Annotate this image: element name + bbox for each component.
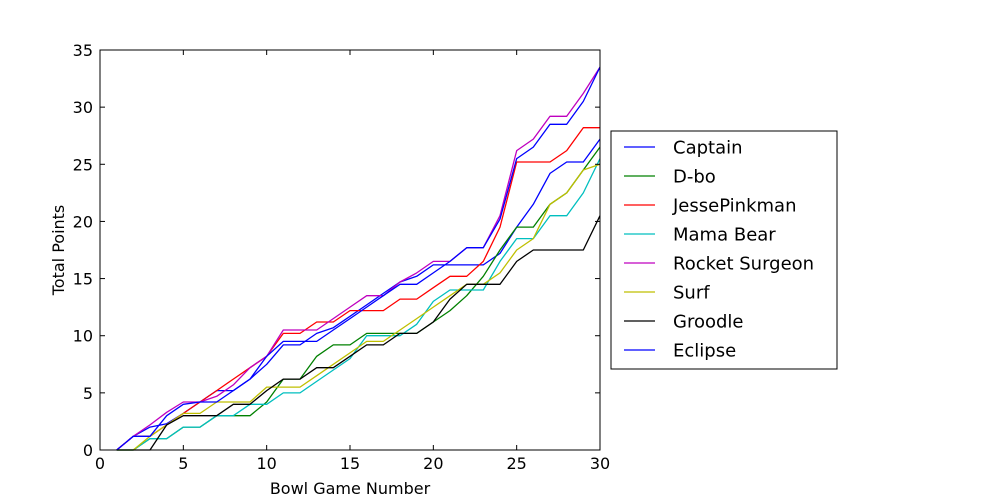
x-axis-label: Bowl Game Number <box>270 479 431 498</box>
series-line-6 <box>116 215 601 451</box>
y-axis-label: Total Points <box>49 205 68 297</box>
series-line-7 <box>116 66 601 451</box>
x-tick-label: 15 <box>340 454 360 473</box>
y-tick-label: 35 <box>73 41 93 60</box>
legend-label-6: Groodle <box>673 312 743 333</box>
series-line-1 <box>116 146 601 451</box>
x-tick-label: 25 <box>506 454 526 473</box>
series-line-3 <box>116 158 601 451</box>
x-tick-label: 10 <box>256 454 276 473</box>
y-tick-label: 15 <box>73 270 93 289</box>
legend-label-2: JessePinkman <box>672 196 796 217</box>
x-axis: 0 5 10 15 20 25 30 <box>95 50 610 473</box>
y-tick-label: 10 <box>73 327 93 346</box>
x-tick-label: 0 <box>95 454 105 473</box>
x-tick-label: 20 <box>423 454 443 473</box>
x-tick-label: 30 <box>590 454 610 473</box>
legend-label-7: Eclipse <box>673 341 736 362</box>
y-tick-label: 0 <box>83 441 93 460</box>
x-tick-label: 5 <box>178 454 188 473</box>
legend-label-4: Rocket Surgeon <box>673 254 814 275</box>
y-tick-label: 5 <box>83 384 93 403</box>
y-tick-label: 20 <box>73 212 93 231</box>
y-tick-label: 30 <box>73 98 93 117</box>
plot-lines <box>116 66 601 451</box>
series-line-2 <box>116 127 600 451</box>
legend-label-3: Mama Bear <box>673 225 776 246</box>
y-axis: 0 5 10 15 20 25 30 35 <box>73 41 600 460</box>
legend-label-5: Surf <box>673 283 710 304</box>
series-line-5 <box>116 163 601 451</box>
legend-box <box>610 130 838 370</box>
legend-label-1: D-bo <box>673 167 716 188</box>
series-line-4 <box>116 66 601 451</box>
legend: Captain D-bo JessePinkman Mama Bear Rocket S… <box>610 130 838 370</box>
legend-label-0: Captain <box>673 138 743 159</box>
y-tick-label: 25 <box>73 155 93 174</box>
plot-frame <box>99 49 601 451</box>
